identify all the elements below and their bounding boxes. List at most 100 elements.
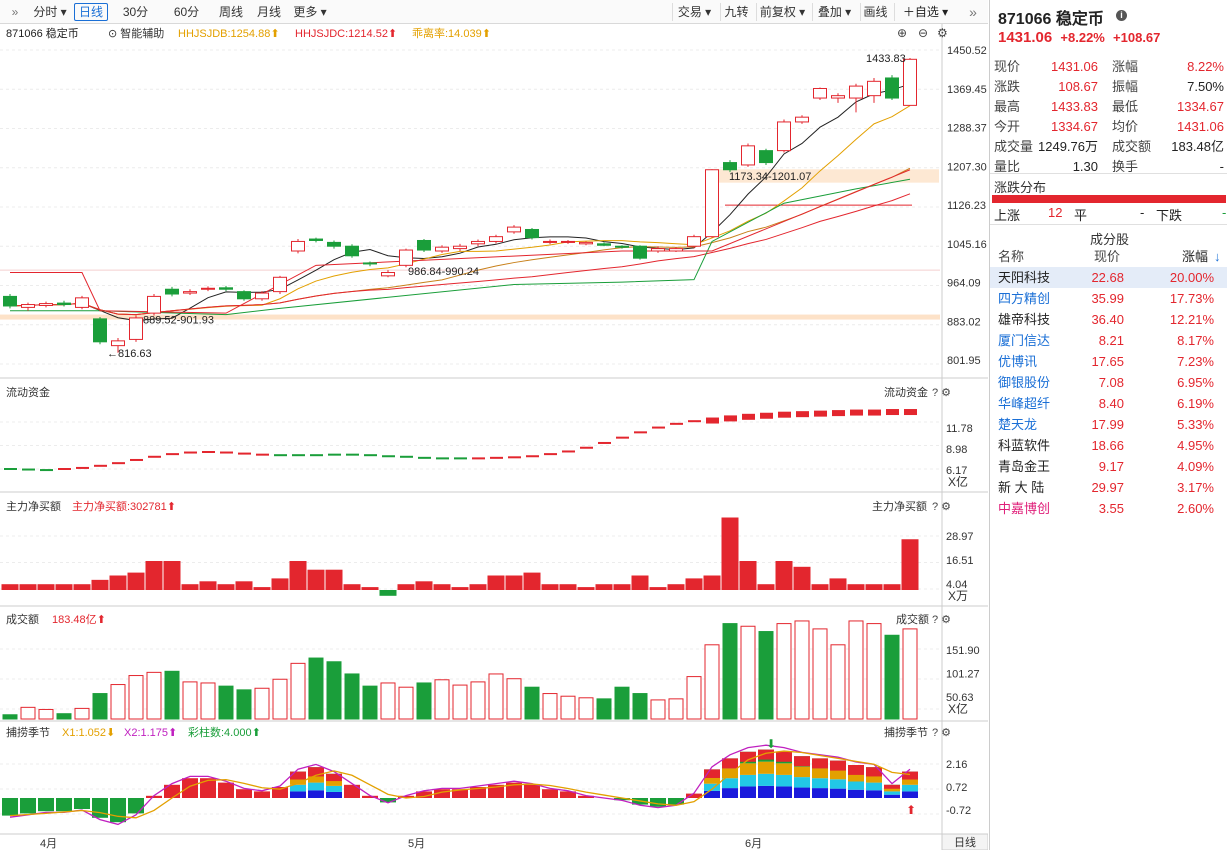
season-bar	[218, 782, 234, 798]
tab-1[interactable]: 日线	[74, 3, 108, 21]
season-bar	[794, 787, 810, 798]
season-bar	[542, 789, 558, 798]
constituent-row[interactable]: 雄帝科技 36.40 12.21%	[998, 312, 1214, 327]
sell-arrow-icon: ⬇	[766, 737, 776, 751]
candle-body	[237, 291, 251, 300]
volume-bar	[830, 644, 846, 720]
flow-bar	[904, 409, 917, 416]
constituent-row[interactable]: 华峰超纤 8.40 6.19%	[998, 396, 1214, 411]
season-line-x1	[9, 750, 911, 819]
flow-bar	[454, 457, 467, 460]
tab-4[interactable]: 周线	[218, 5, 243, 19]
season-bar-top	[758, 749, 774, 760]
volume-bar	[632, 693, 648, 720]
season-bar	[848, 781, 864, 790]
season-bar	[776, 786, 792, 798]
info-icon[interactable]: i	[1116, 10, 1127, 21]
panel-right-title: 成交额	[896, 612, 929, 626]
toolbar-btn-2[interactable]: 前复权 ▾	[756, 3, 808, 21]
season-bar	[848, 789, 864, 798]
constituent-row[interactable]: 四方精创 35.99 17.73%	[998, 291, 1214, 306]
stat-row: 量比 1.30 换手 -	[994, 159, 1224, 174]
y-tick-label: 883.02	[947, 316, 981, 328]
candle-body	[669, 248, 683, 252]
net-buy-bar	[631, 575, 649, 590]
change-amount: +108.67	[1113, 30, 1161, 45]
season-bar	[2, 798, 18, 816]
toolbar-btn-0[interactable]: 交易 ▾	[672, 3, 716, 21]
kline-chart-svg[interactable]: 1450.52 1369.45 1288.37 1207.30 1126.23 1045.…	[0, 24, 988, 850]
season-bar	[758, 761, 774, 774]
candle-body	[273, 276, 287, 293]
net-buy-bar	[415, 581, 433, 590]
candle-body	[849, 85, 863, 99]
volume-bar	[578, 697, 594, 720]
candle-body	[417, 239, 431, 251]
constituent-row[interactable]: 新 大 陆 29.97 3.17%	[998, 480, 1214, 495]
volume-bar	[308, 657, 324, 720]
flow-bar	[382, 455, 395, 458]
constituent-row[interactable]: 优博讯 17.65 7.23%	[998, 354, 1214, 369]
constituent-row[interactable]: 天阳科技 22.68 20.00%	[990, 267, 1227, 288]
season-bar-top	[794, 756, 810, 767]
constituent-row[interactable]: 青岛金王 9.17 4.09%	[998, 459, 1214, 474]
volume-bar	[704, 644, 720, 720]
toolbar-btn-1[interactable]: 九转	[720, 3, 752, 21]
season-bar	[830, 788, 846, 798]
tab-5[interactable]: 月线	[256, 5, 281, 19]
net-buy-bar	[883, 584, 901, 590]
volume-bar	[596, 698, 612, 720]
toolbar-btn-3[interactable]: 叠加 ▾	[812, 3, 856, 21]
season-bar	[290, 791, 306, 798]
volume-bar	[524, 686, 540, 720]
net-buy-bar	[379, 590, 397, 596]
flow-bar	[526, 455, 539, 458]
net-buy-bar	[811, 584, 829, 590]
tab-0[interactable]: 分时 ▾	[33, 5, 67, 19]
season-bar	[146, 795, 162, 798]
constituent-row[interactable]: 中嘉博创 3.55 2.60%	[998, 501, 1214, 516]
volume-bar	[506, 678, 522, 720]
panel-unit: X万	[948, 589, 968, 603]
flow-bar	[58, 468, 71, 470]
tab-6[interactable]: 更多 ▾	[293, 5, 327, 19]
collapse-left-button[interactable]: »	[11, 5, 19, 19]
quote-panel: 871066 稳定币 i 1431.06 +8.22% +108.67 现价 14…	[989, 0, 1227, 850]
toolbar-btn-5[interactable]: ＋自选 ▾	[894, 3, 956, 21]
season-bar	[812, 768, 828, 779]
flow-bar	[166, 453, 179, 456]
net-buy-bar	[397, 584, 415, 590]
volume-bar	[758, 631, 774, 720]
constituent-row[interactable]: 楚天龙 17.99 5.33%	[998, 417, 1214, 432]
net-buy-bar	[793, 566, 811, 590]
sort-arrow-icon[interactable]: ↓	[1214, 249, 1221, 264]
season-bar	[578, 795, 594, 798]
panel-y-tick: 4.04	[946, 579, 967, 591]
season-bar	[362, 795, 378, 798]
net-buy-bar	[55, 584, 73, 590]
volume-bar	[416, 682, 432, 720]
net-buy-bar	[361, 587, 379, 590]
candle-body	[147, 295, 161, 314]
season-bar	[866, 790, 882, 798]
tab-2[interactable]: 30分	[122, 5, 149, 19]
panel-value: X2:1.175⬆	[124, 727, 177, 739]
net-buy-bar	[217, 584, 235, 590]
tab-3[interactable]: 60分	[173, 5, 200, 19]
flow-bar	[544, 453, 557, 456]
toolbar-collapse-button[interactable]: »	[969, 4, 977, 20]
candle-body	[129, 317, 143, 340]
candle-body	[579, 241, 593, 245]
constituent-row[interactable]: 御银股份 7.08 6.95%	[998, 375, 1214, 390]
candle-body	[309, 238, 323, 241]
toolbar-btn-4[interactable]: 画线	[860, 3, 890, 21]
constituent-row[interactable]: 科蓝软件 18.66 4.95%	[998, 438, 1214, 453]
candle-body	[633, 245, 647, 259]
net-buy-bar	[541, 584, 559, 590]
panel-value: 主力净买额:302781⬆	[72, 499, 176, 513]
chart-area[interactable]: 1450.52 1369.45 1288.37 1207.30 1126.23 1045.…	[0, 24, 988, 850]
panel-value: 彩柱数:4.000⬆	[188, 725, 261, 739]
season-bar	[290, 784, 306, 792]
constituent-row[interactable]: 厦门信达 8.21 8.17%	[998, 333, 1214, 348]
flow-bar	[4, 468, 17, 470]
